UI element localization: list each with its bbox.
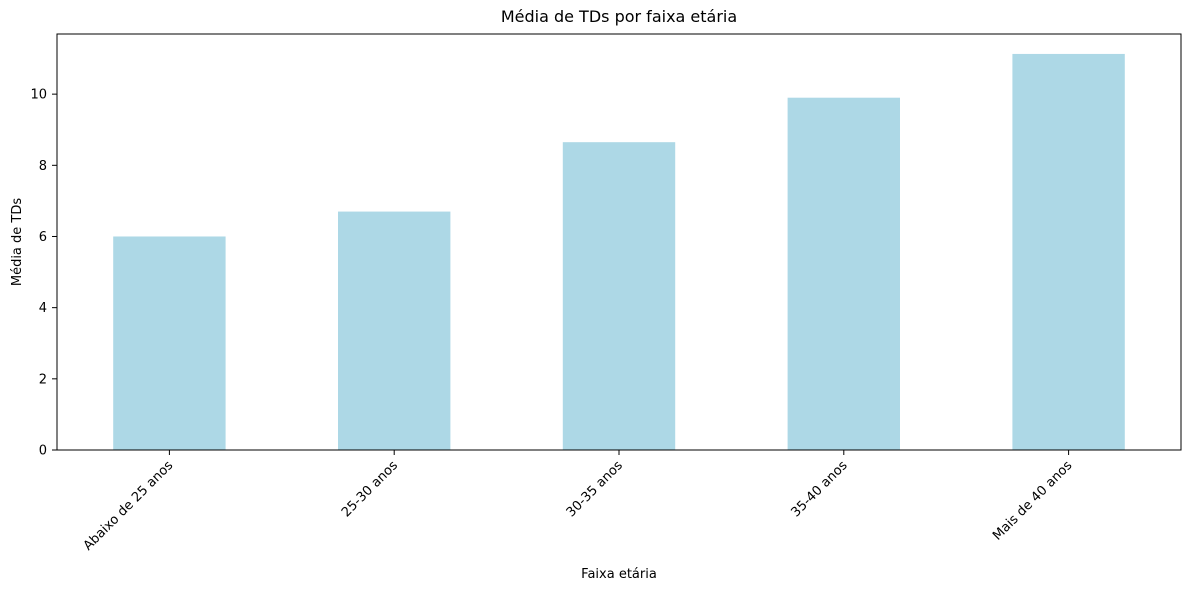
bar-2	[338, 211, 451, 450]
y-axis-label: Média de TDs	[10, 198, 25, 287]
x-tick-label: Abaixo de 25 anos	[81, 458, 177, 554]
bar-3	[562, 142, 676, 450]
y-axis: 0 2 4 6 8 10	[30, 88, 57, 459]
bar-4	[787, 97, 900, 450]
y-tick-label: 6	[39, 230, 47, 245]
bar-1	[113, 236, 226, 450]
y-tick-label: 4	[39, 301, 47, 316]
x-tick-label: 35-40 anos	[789, 458, 851, 520]
y-tick-label: 8	[39, 159, 47, 174]
y-tick-label: 2	[39, 372, 47, 387]
y-tick-label: 0	[39, 444, 47, 459]
chart-title: Média de TDs por faixa etária	[501, 7, 737, 26]
y-tick-label: 10	[30, 88, 47, 103]
x-axis: Abaixo de 25 anos 25-30 anos 30-35 anos 35-…	[81, 450, 1076, 554]
bar-5	[1012, 53, 1125, 451]
x-tick-label: 30-35 anos	[564, 458, 626, 520]
x-tick-label: 25-30 anos	[339, 458, 401, 520]
plot-frame	[56, 33, 1182, 451]
x-axis-label: Faixa etária	[581, 567, 657, 582]
bars-group	[113, 53, 1125, 451]
x-tick-label: Mais de 40 anos	[990, 458, 1076, 544]
